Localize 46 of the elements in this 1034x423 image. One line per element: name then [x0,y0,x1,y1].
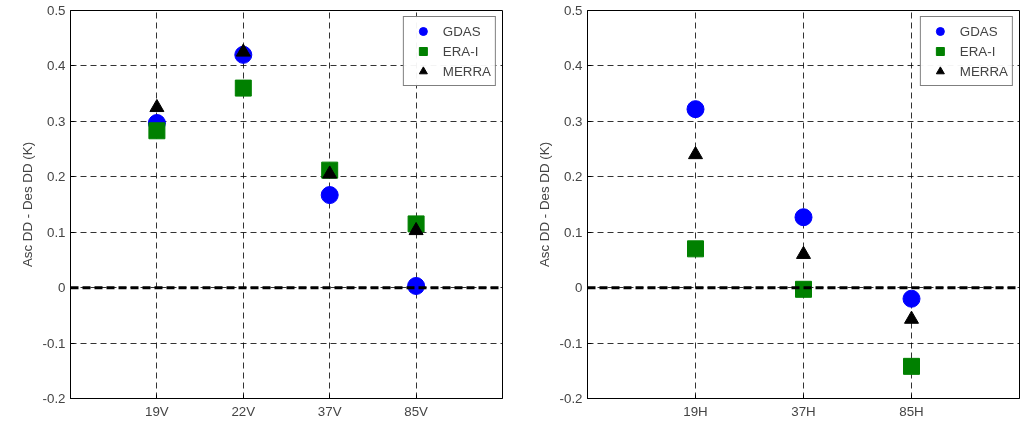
y-tick-label: -0.2 [42,391,66,406]
legend-label: ERA-I [442,43,479,59]
y-tick-label: 0.3 [46,113,66,129]
point [794,208,813,227]
y-axis-title: Asc DD - Des DD (K) [536,141,552,268]
point [903,357,920,375]
y-tick-label: 0.2 [46,169,66,185]
y-tick-label: 0.4 [563,58,584,74]
y-tick-label: -0.1 [42,335,66,351]
y-tick-label: 0.4 [46,58,67,74]
x-tick-label: 22V [231,403,256,419]
x-tick-label: 85V [404,403,429,419]
y-tick-label: 0 [575,280,583,296]
x-tick-label: 85H [899,403,924,419]
point [686,100,705,119]
x-tick-label: 19H [683,403,708,419]
x-tick-label: 19V [145,403,169,419]
legend-label: GDAS [442,23,481,39]
point [796,245,811,259]
y-tick-label: 0.5 [46,3,66,18]
point [148,122,166,140]
point [687,240,704,258]
point [408,221,424,236]
x-tick-label: 37H [791,403,816,419]
y-tick-label: 0 [58,280,66,296]
legend-label: ERA-I [959,43,996,59]
y-tick-label: -0.2 [559,391,583,406]
point [320,186,339,205]
y-tick-label: -0.1 [559,335,583,351]
y-tick-label: 0.1 [46,224,66,240]
point [235,43,251,57]
y-axis-title: Asc DD - Des DD (K) [19,141,35,268]
y-tick-label: 0.1 [563,224,583,240]
x-tick-label: 37V [317,403,342,419]
legend-label: MERRA [442,63,491,79]
point [234,79,252,97]
point [902,289,921,308]
legend-label: MERRA [959,63,1008,79]
point [904,310,919,324]
legend-label: GDAS [959,23,998,39]
y-tick-label: 0.2 [563,169,583,185]
point [322,165,338,179]
point [688,146,703,160]
y-tick-label: 0.5 [563,3,583,18]
y-tick-label: 0.3 [563,113,583,129]
point [149,98,165,113]
